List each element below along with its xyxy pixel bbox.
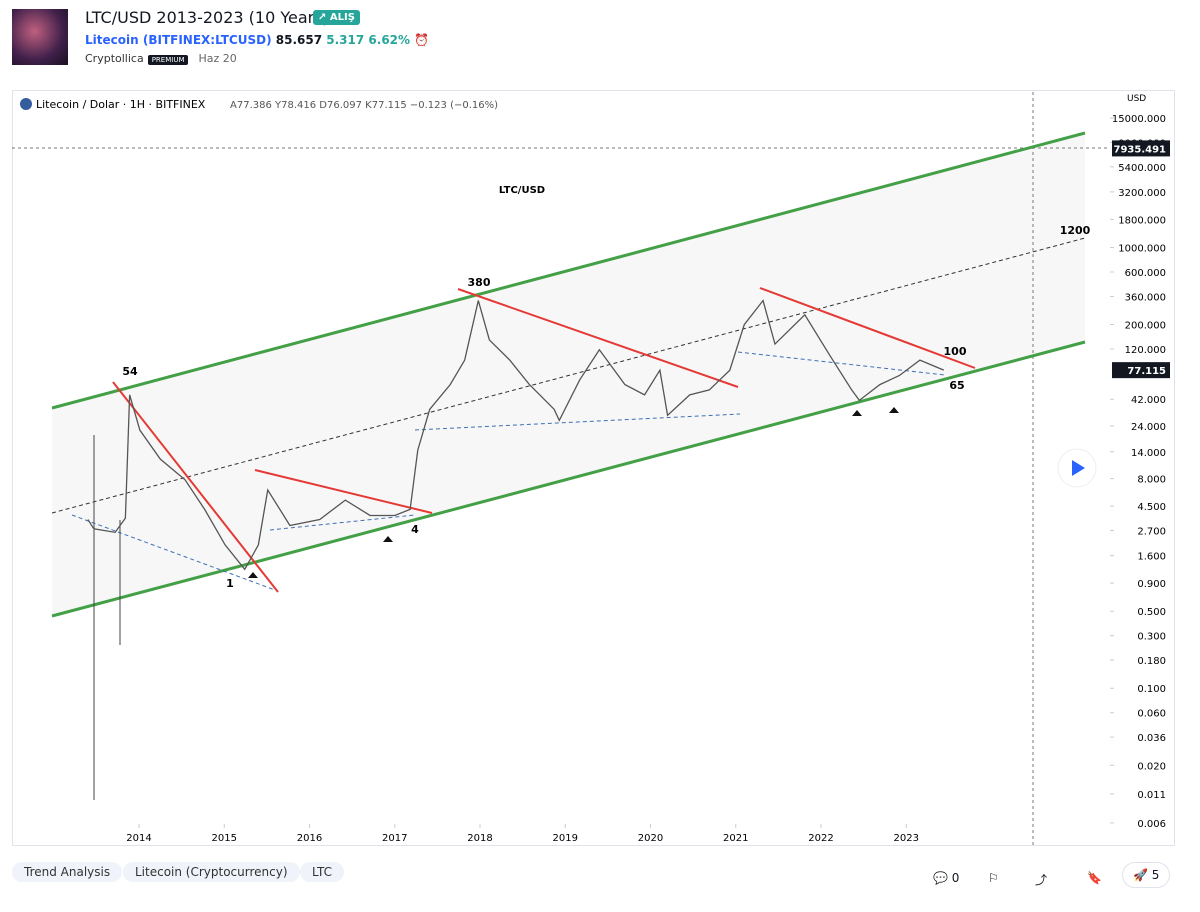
- ticker[interactable]: (BITFINEX:LTCUSD): [142, 33, 272, 47]
- y-tick-label: 1800.000: [1118, 215, 1166, 226]
- date: Haz 20: [198, 52, 237, 65]
- price-tag: [1112, 362, 1170, 379]
- y-tick-label: 2.700: [1137, 527, 1166, 538]
- y-tick-label: 3200.000: [1118, 188, 1166, 199]
- share[interactable]: ⤴: [1035, 873, 1048, 887]
- chart: USD LTC/USD Litecoin / Dolar · 1H · BITF…: [12, 90, 1175, 846]
- y-tick-label: 600.000: [1125, 268, 1166, 279]
- author[interactable]: Cryptollica: [85, 52, 144, 65]
- chart-title: LTC/USD: [499, 185, 545, 196]
- y-tick-label: 0.300: [1137, 632, 1166, 643]
- y-tick-label: 0.011: [1137, 790, 1166, 801]
- price-tag-label: 77.115: [1127, 366, 1166, 377]
- symbol-line: Litecoin (BITFINEX:LTCUSD) 85.657 5.317 …: [85, 33, 429, 47]
- y-tick-label: 15000.000: [1112, 114, 1166, 125]
- annotation: 1: [226, 577, 234, 590]
- annotation: 1200: [1060, 224, 1091, 237]
- channel-upper: [51, 131, 1086, 410]
- x-tick-label: 2021: [723, 833, 748, 844]
- bookmark[interactable]: 🔖: [1087, 871, 1102, 885]
- y-tick-label: 120.000: [1125, 345, 1166, 356]
- y-tick-label: 8.000: [1137, 475, 1166, 486]
- direction-badge: ↗ ALIŞ: [313, 10, 360, 25]
- flag[interactable]: ⚐: [988, 871, 999, 885]
- x-tick-label: 2023: [894, 833, 919, 844]
- channel-fill: [52, 133, 1085, 616]
- author-badge: PREMIUM: [147, 55, 189, 65]
- y-tick-label: 0.020: [1137, 761, 1166, 772]
- change-pct: 6.62%: [368, 33, 411, 47]
- idea-title: LTC/USD 2013-2023 (10 Years): [85, 8, 329, 27]
- y-tick-label: 1.600: [1137, 552, 1166, 563]
- y-tick-label: 1000.000: [1118, 244, 1166, 255]
- x-tick-label: 2017: [382, 833, 407, 844]
- ohlc: A77.386 Y78.416 D76.097 K77.115 −0.123 (…: [230, 100, 498, 111]
- y-tick-label: 5400.000: [1118, 163, 1166, 174]
- x-tick-label: 2015: [212, 833, 237, 844]
- annotation: 380: [468, 276, 491, 289]
- symbol[interactable]: Litecoin: [85, 33, 139, 47]
- change: 5.317: [326, 33, 365, 47]
- y-unit: USD: [1127, 94, 1146, 104]
- author-line: Cryptollica PREMIUM Haz 20: [85, 52, 237, 65]
- markers: [248, 407, 899, 578]
- price-tag: [1112, 140, 1170, 157]
- thumbnail[interactable]: [12, 9, 68, 65]
- x-tick-label: 2018: [467, 833, 492, 844]
- y-tick-label: 0.180: [1137, 656, 1166, 667]
- boost[interactable]: 🚀 5: [1122, 862, 1171, 888]
- x-tick-label: 2022: [808, 833, 833, 844]
- x-tick-label: 2019: [553, 833, 578, 844]
- annotation: 100: [944, 345, 967, 358]
- y-tick-label: 200.000: [1125, 321, 1166, 332]
- coin-icon: [20, 98, 32, 110]
- badge-text: ALIŞ: [329, 12, 355, 23]
- channel-mid: [51, 237, 1086, 514]
- boost-count: 5: [1151, 868, 1160, 882]
- tag[interactable]: LTC: [300, 862, 345, 882]
- y-tick-label: 0.006: [1137, 819, 1166, 830]
- blue-trendlines: [71, 351, 946, 591]
- y-tick-label: 0.100: [1137, 684, 1166, 695]
- comment-count: 0: [951, 871, 960, 885]
- y-tick-label: 14.000: [1131, 448, 1166, 459]
- y-tick-label: 42.000: [1131, 395, 1166, 406]
- x-tick-label: 2014: [126, 833, 151, 844]
- x-tick-label: 2016: [297, 833, 322, 844]
- price-tag-label: 7935.491: [1113, 144, 1166, 155]
- y-tick-label: 0.060: [1137, 709, 1166, 720]
- play-icon: [1072, 460, 1085, 476]
- tag[interactable]: Litecoin (Cryptocurrency): [123, 862, 300, 882]
- annotation: 65: [949, 379, 964, 392]
- price: 85.657: [275, 33, 323, 47]
- y-tick-label: 0.036: [1137, 733, 1166, 744]
- y-tick-label: 360.000: [1125, 292, 1166, 303]
- y-tick-label: 0.900: [1137, 579, 1166, 590]
- annotation: 4: [411, 523, 419, 536]
- alert-icon[interactable]: ⏰: [414, 33, 430, 47]
- y-tick-label: 24.000: [1131, 422, 1166, 433]
- red-trendlines: [112, 287, 976, 593]
- y-tick-label: 4.500: [1137, 502, 1166, 513]
- legend: Litecoin / Dolar · 1H · BITFINEX: [36, 98, 206, 111]
- comments[interactable]: 💬 0: [933, 871, 960, 885]
- x-tick-label: 2020: [638, 833, 663, 844]
- tag[interactable]: Trend Analysis: [12, 862, 123, 882]
- chart-frame: [12, 90, 1175, 846]
- annotation: 54: [122, 365, 138, 378]
- channel-lower: [51, 340, 1086, 618]
- price-line: [87, 299, 945, 571]
- y-tick-label: 0.500: [1137, 607, 1166, 618]
